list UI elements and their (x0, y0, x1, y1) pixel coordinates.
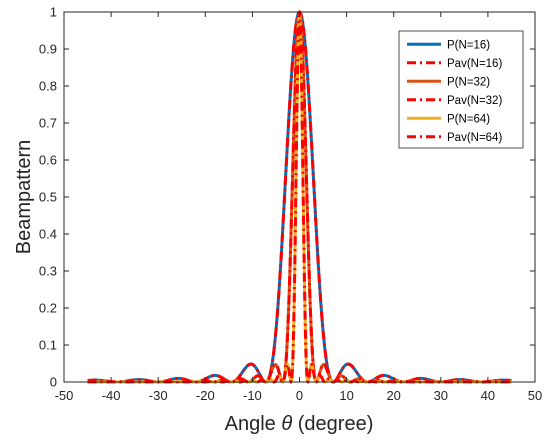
y-tick-label: 1 (50, 5, 57, 20)
y-tick-label: 0.5 (39, 190, 57, 205)
x-tick-label: -50 (55, 388, 74, 403)
legend-label: Pav(N=16) (447, 58, 502, 70)
legend-box (398, 30, 524, 149)
x-tick-label: 30 (434, 388, 448, 403)
x-tick-label: 0 (296, 388, 303, 403)
x-tick-label: -40 (102, 388, 121, 403)
legend: P(N=16) Pav(N=16) P(N=32) Pav(N=32) P(N=64) P… (398, 30, 524, 149)
y-tick-label: 0 (50, 375, 57, 390)
x-axis-title-prefix: Angle (225, 413, 282, 435)
x-axis-title-symbol: θ (281, 413, 292, 435)
y-tick-label: 0.1 (39, 338, 57, 353)
x-tick-label: -20 (196, 388, 215, 403)
y-tick-label: 0.4 (39, 227, 57, 242)
x-ticks: -50 -40 -30 -20 -10 0 10 20 30 40 50 (55, 12, 542, 403)
x-tick-label: 10 (339, 388, 353, 403)
y-tick-label: 0.2 (39, 301, 57, 316)
y-tick-label: 0.3 (39, 264, 57, 279)
y-tick-label: 0.6 (39, 153, 57, 168)
x-tick-label: 20 (386, 388, 400, 403)
y-tick-label: 0.9 (39, 42, 57, 57)
y-tick-label: 0.8 (39, 79, 57, 94)
x-axis-title: Angle θ (degree) (225, 413, 374, 435)
x-tick-label: 50 (528, 388, 542, 403)
legend-label: P(N=64) (447, 113, 490, 125)
legend-label: P(N=32) (447, 76, 490, 88)
x-axis-title-suffix: (degree) (292, 413, 373, 435)
x-tick-label: 40 (481, 388, 495, 403)
x-tick-label: -10 (243, 388, 262, 403)
x-tick-label: -30 (149, 388, 168, 403)
legend-label: Pav(N=32) (447, 95, 502, 107)
y-ticks: 0 0.1 0.2 0.3 0.4 0.5 0.6 0.7 0.8 0.9 1 (39, 5, 535, 390)
legend-label: Pav(N=64) (447, 132, 502, 144)
y-tick-label: 0.7 (39, 116, 57, 131)
y-axis-title: Beampattern (13, 140, 35, 255)
legend-label: P(N=16) (447, 39, 490, 51)
